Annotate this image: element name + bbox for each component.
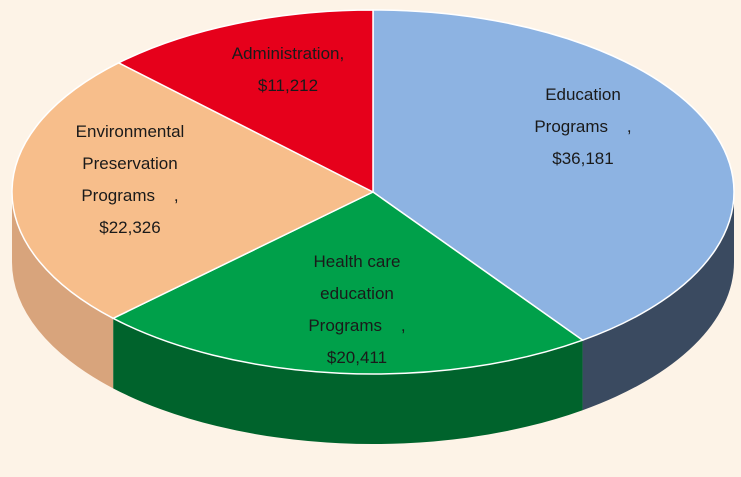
pie-slice [117,9,374,194]
category-name: Education Programs [534,85,621,136]
category-name: Environmental Preservation Programs [75,122,185,205]
separator: , [626,117,632,136]
separator: , [173,186,179,205]
pie-side [582,192,734,411]
pie-slice [111,191,585,375]
category-name: Administration [231,44,340,63]
pie-side [12,192,114,389]
separator: , [339,44,345,63]
pie-slice [11,61,375,320]
category-name: Health care education Programs [308,252,401,335]
value-label: $36,181 [552,149,614,168]
value-label: $20,411 [326,348,388,367]
value-label: $11,212 [257,76,319,95]
data-label: Administration, $11,212 [213,38,363,102]
separator: , [400,316,406,335]
data-label: Health care education Programs , $20,411 [292,246,422,374]
pie-slice [372,9,735,342]
data-label: Education Programs , $36,181 [523,79,643,175]
value-label: $22,326 [99,218,161,237]
data-label: Environmental Preservation Programs , $22… [55,116,205,244]
pie-side [113,318,583,445]
